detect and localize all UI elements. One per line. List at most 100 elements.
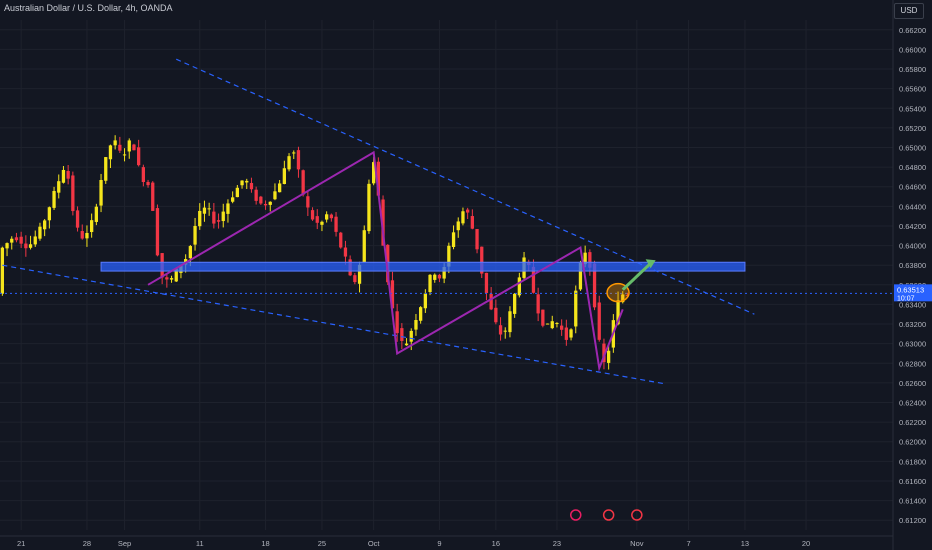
candle-body[interactable]: [625, 294, 630, 296]
candle-body[interactable]: [433, 274, 437, 280]
candle-body[interactable]: [292, 152, 296, 154]
candle-body[interactable]: [447, 245, 451, 267]
event-marker-icon[interactable]: [631, 509, 643, 521]
candle-body[interactable]: [52, 191, 56, 208]
candle-body[interactable]: [174, 268, 178, 282]
candle-body[interactable]: [310, 210, 315, 220]
candle-body[interactable]: [94, 206, 98, 222]
candle-body[interactable]: [475, 229, 479, 250]
candle-body[interactable]: [555, 322, 559, 324]
candle-body[interactable]: [461, 211, 465, 224]
candle-body[interactable]: [334, 216, 338, 232]
candle-body[interactable]: [414, 320, 418, 330]
candle-body[interactable]: [390, 280, 395, 309]
candle-body[interactable]: [578, 262, 583, 290]
candle-body[interactable]: [574, 290, 578, 327]
candle-body[interactable]: [339, 232, 343, 248]
candle-body[interactable]: [226, 203, 230, 214]
candle-body[interactable]: [376, 161, 380, 196]
drawings[interactable]: [0, 58, 893, 521]
candle-body[interactable]: [597, 302, 601, 340]
candle-body[interactable]: [306, 196, 310, 208]
candle-body[interactable]: [545, 323, 550, 325]
candle-body[interactable]: [372, 162, 376, 184]
currency-badge[interactable]: USD: [894, 3, 924, 19]
candle-body[interactable]: [118, 144, 122, 151]
candle-body[interactable]: [19, 236, 23, 244]
candle-body[interactable]: [503, 330, 507, 332]
candle-body[interactable]: [602, 343, 606, 363]
lower-channel-line[interactable]: [2, 264, 666, 385]
candle-body[interactable]: [240, 180, 244, 186]
candle-body[interactable]: [235, 187, 239, 198]
candle-body[interactable]: [296, 150, 301, 170]
candle-body[interactable]: [621, 294, 625, 303]
candle-body[interactable]: [132, 144, 136, 151]
candle-body[interactable]: [127, 140, 131, 152]
candle-body[interactable]: [202, 207, 207, 214]
candle-body[interactable]: [404, 343, 409, 346]
candle-body[interactable]: [583, 252, 587, 265]
zigzag-pattern[interactable]: [147, 150, 624, 372]
candle-body[interactable]: [428, 274, 432, 292]
candle-body[interactable]: [278, 183, 282, 193]
candle-body[interactable]: [282, 168, 286, 185]
candle-body[interactable]: [24, 243, 28, 249]
candle-body[interactable]: [301, 170, 305, 195]
support-zone[interactable]: [100, 261, 746, 272]
candle-body[interactable]: [155, 208, 160, 256]
projection-arrow-head[interactable]: [645, 259, 656, 269]
candle-body[interactable]: [362, 230, 366, 263]
candle-body[interactable]: [480, 246, 484, 274]
candle-body[interactable]: [451, 232, 456, 248]
candle-body[interactable]: [165, 277, 169, 280]
candle-body[interactable]: [423, 293, 427, 309]
candle-body[interactable]: [249, 182, 254, 190]
candle-body[interactable]: [212, 211, 216, 224]
candle-body[interactable]: [569, 329, 573, 338]
candle-body[interactable]: [273, 191, 277, 200]
candle-body[interactable]: [231, 197, 235, 202]
candle-body[interactable]: [61, 169, 66, 183]
candle-body[interactable]: [466, 209, 470, 213]
candle-body[interactable]: [198, 210, 202, 227]
candle-body[interactable]: [71, 175, 75, 212]
candle-body[interactable]: [442, 267, 446, 279]
candle-body[interactable]: [113, 140, 117, 146]
candle-body[interactable]: [489, 293, 493, 310]
candle-body[interactable]: [536, 294, 540, 314]
candle-body[interactable]: [315, 216, 319, 223]
candle-body[interactable]: [353, 275, 357, 283]
candle-body[interactable]: [517, 277, 521, 296]
candle-body[interactable]: [137, 147, 141, 166]
candle-body[interactable]: [560, 325, 564, 330]
candle-body[interactable]: [287, 156, 291, 170]
candle-body[interactable]: [381, 199, 385, 246]
event-marker-icon[interactable]: [570, 509, 582, 521]
candle-body[interactable]: [357, 264, 362, 284]
candle-body[interactable]: [498, 325, 503, 335]
candle-body[interactable]: [188, 246, 192, 259]
candle-body[interactable]: [494, 307, 498, 323]
candle-body[interactable]: [207, 208, 211, 210]
candle-body[interactable]: [400, 328, 404, 341]
candle-body[interactable]: [456, 221, 460, 231]
candle-body[interactable]: [216, 220, 221, 222]
candle-body[interactable]: [193, 225, 197, 245]
candle-body[interactable]: [437, 274, 442, 279]
candle-body[interactable]: [616, 300, 620, 325]
candle-body[interactable]: [108, 145, 113, 160]
candle-body[interactable]: [33, 236, 37, 245]
candle-body[interactable]: [325, 214, 329, 220]
candle-body[interactable]: [75, 210, 80, 228]
upper-channel-line[interactable]: [176, 58, 755, 315]
candle-body[interactable]: [419, 307, 423, 321]
candle-body[interactable]: [259, 196, 263, 204]
candle-body[interactable]: [38, 226, 42, 239]
candle-body[interactable]: [513, 293, 517, 314]
candle-body[interactable]: [508, 311, 512, 333]
candle-body[interactable]: [329, 214, 333, 219]
candle-body[interactable]: [43, 220, 47, 230]
candle-body[interactable]: [245, 180, 249, 183]
